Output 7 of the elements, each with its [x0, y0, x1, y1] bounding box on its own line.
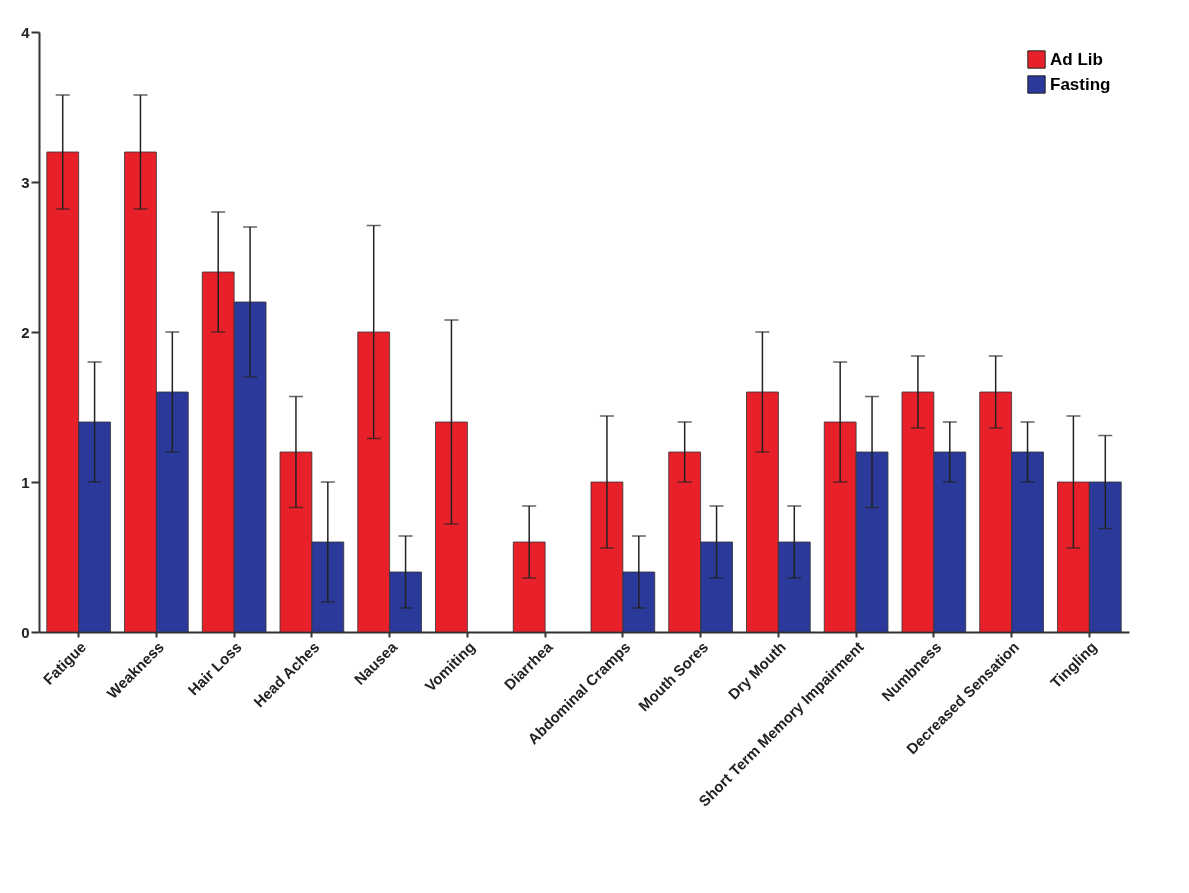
y-tick-label: 4 [21, 23, 31, 41]
y-tick-label: 3 [21, 173, 30, 191]
y-tick-label: 0 [21, 623, 30, 641]
legend-label: Fasting [1050, 74, 1111, 94]
y-tick-label: 2 [21, 323, 30, 341]
y-tick-label: 1 [21, 473, 30, 491]
legend-label: Ad Lib [1050, 49, 1103, 69]
